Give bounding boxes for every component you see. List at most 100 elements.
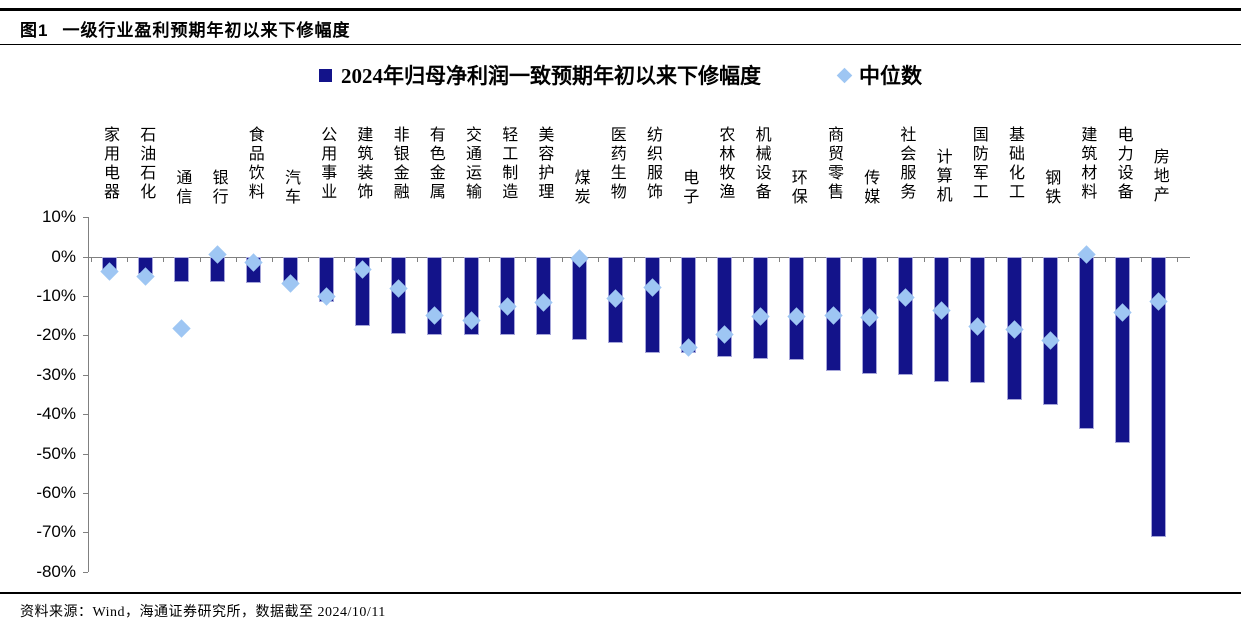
x-axis-tick xyxy=(633,258,635,262)
x-axis-tick xyxy=(380,258,382,262)
title-divider-line xyxy=(0,44,1241,45)
category-label: 美容护理 xyxy=(535,126,553,202)
y-axis-tick-label: 0% xyxy=(51,246,76,266)
median-series-label: 中位数 xyxy=(859,64,922,88)
category-label: 家用电器 xyxy=(101,126,118,202)
x-axis-tick xyxy=(163,258,165,262)
category-label: 煤炭 xyxy=(571,169,589,207)
x-axis-tick xyxy=(271,258,273,262)
category-label: 纺织服饰 xyxy=(644,126,661,202)
x-axis-tick xyxy=(1032,258,1034,262)
bar-series-swatch-icon xyxy=(319,68,332,82)
bar xyxy=(173,256,189,282)
bar xyxy=(572,256,588,340)
x-axis-tick xyxy=(706,258,708,262)
x-axis-tick xyxy=(90,258,92,262)
y-axis-tick xyxy=(83,335,88,337)
y-axis-tick-label: -40% xyxy=(36,404,76,424)
y-axis-tick xyxy=(83,295,88,297)
y-axis-tick-label: -50% xyxy=(36,443,76,463)
x-axis-tick xyxy=(995,258,997,262)
category-label: 交通运输 xyxy=(463,126,480,202)
x-axis-tick xyxy=(561,258,563,262)
figure-title-text: 一级行业盈利预期年初以来下修幅度 xyxy=(62,21,351,40)
top-border-line xyxy=(0,8,1241,11)
category-label: 计算机 xyxy=(933,147,951,205)
x-axis-tick xyxy=(814,258,816,262)
category-label: 汽车 xyxy=(282,169,299,207)
y-axis-tick xyxy=(83,374,88,376)
category-label: 钢铁 xyxy=(1042,169,1060,207)
category-label: 建筑装饰 xyxy=(354,126,372,202)
x-axis-tick xyxy=(778,258,780,262)
bar xyxy=(1151,256,1167,537)
x-axis-tick xyxy=(597,258,599,262)
x-axis-tick xyxy=(489,258,491,262)
bar xyxy=(1115,256,1131,444)
y-axis-tick xyxy=(83,532,88,534)
bar xyxy=(499,256,515,335)
bar xyxy=(644,256,660,353)
category-label: 通信 xyxy=(173,169,191,207)
category-label: 有色金属 xyxy=(426,126,444,202)
category-label: 电力设备 xyxy=(1114,126,1132,202)
bar xyxy=(1042,256,1058,406)
y-axis-tick xyxy=(83,414,88,416)
category-label: 传媒 xyxy=(861,169,879,207)
x-axis-tick xyxy=(923,258,925,262)
category-label: 机械设备 xyxy=(752,126,770,202)
x-axis-tick xyxy=(851,258,853,262)
y-axis-tick-label: -20% xyxy=(36,325,76,345)
category-label: 医药生物 xyxy=(607,126,625,202)
x-axis-tick xyxy=(670,258,672,262)
y-axis-tick xyxy=(83,453,88,455)
figure-number: 图1 xyxy=(20,21,49,40)
x-axis-tick xyxy=(199,258,201,262)
y-axis-tick-label: -70% xyxy=(36,522,76,542)
category-label: 社会服务 xyxy=(897,126,915,202)
x-axis-tick xyxy=(127,258,129,262)
category-label: 建筑材料 xyxy=(1078,126,1096,202)
category-label: 国防军工 xyxy=(969,126,987,202)
category-label: 非银金融 xyxy=(390,126,408,202)
bar xyxy=(897,256,913,375)
y-axis-tick-label: -60% xyxy=(36,482,76,502)
y-axis-tick xyxy=(83,492,88,494)
y-axis-tick xyxy=(83,217,88,219)
figure-title: 图1 一级行业盈利预期年初以来下修幅度 xyxy=(20,16,350,41)
footer-divider-line xyxy=(0,592,1241,594)
y-axis-line xyxy=(88,217,89,572)
legend-item-bar-series: 2024年归母净利润一致预期年初以来下修幅度 xyxy=(319,60,761,90)
bar-series-label: 2024年归母净利润一致预期年初以来下修幅度 xyxy=(341,64,761,88)
y-axis-tick xyxy=(83,256,88,258)
bar xyxy=(1078,256,1094,430)
x-axis-tick xyxy=(887,258,889,262)
median-diamond-icon xyxy=(836,67,853,83)
category-label: 房地产 xyxy=(1150,147,1168,205)
x-axis-tick xyxy=(1068,258,1070,262)
x-axis-tick xyxy=(1140,258,1142,262)
x-axis-tick xyxy=(742,258,744,262)
y-axis-tick-label: -10% xyxy=(36,285,76,305)
category-label: 银行 xyxy=(209,169,227,207)
x-axis-tick xyxy=(416,258,418,262)
category-label: 公用事业 xyxy=(318,126,336,202)
x-axis-tick xyxy=(1176,258,1178,262)
x-axis-tick xyxy=(344,258,346,262)
x-axis-tick xyxy=(1104,258,1106,262)
category-label: 食品饮料 xyxy=(245,126,263,202)
x-axis-tick xyxy=(525,258,527,262)
category-label: 商贸零售 xyxy=(825,126,842,202)
category-label: 石油石化 xyxy=(137,126,155,202)
data-source-note: 资料来源：Wind，海通证券研究所，数据截至 2024/10/11 xyxy=(20,605,386,620)
y-axis-tick-label: -80% xyxy=(36,561,76,581)
legend-item-median-series: 中位数 xyxy=(836,60,922,90)
x-axis-tick xyxy=(452,258,454,262)
y-axis-tick-label: -30% xyxy=(36,364,76,384)
x-axis-tick xyxy=(959,258,961,262)
chart-legend: 2024年归母净利润一致预期年初以来下修幅度 中位数 xyxy=(0,60,1241,90)
category-label: 轻工制造 xyxy=(499,126,517,202)
x-axis-zero-line xyxy=(88,257,1190,258)
y-axis-tick-label: 10% xyxy=(41,207,76,227)
